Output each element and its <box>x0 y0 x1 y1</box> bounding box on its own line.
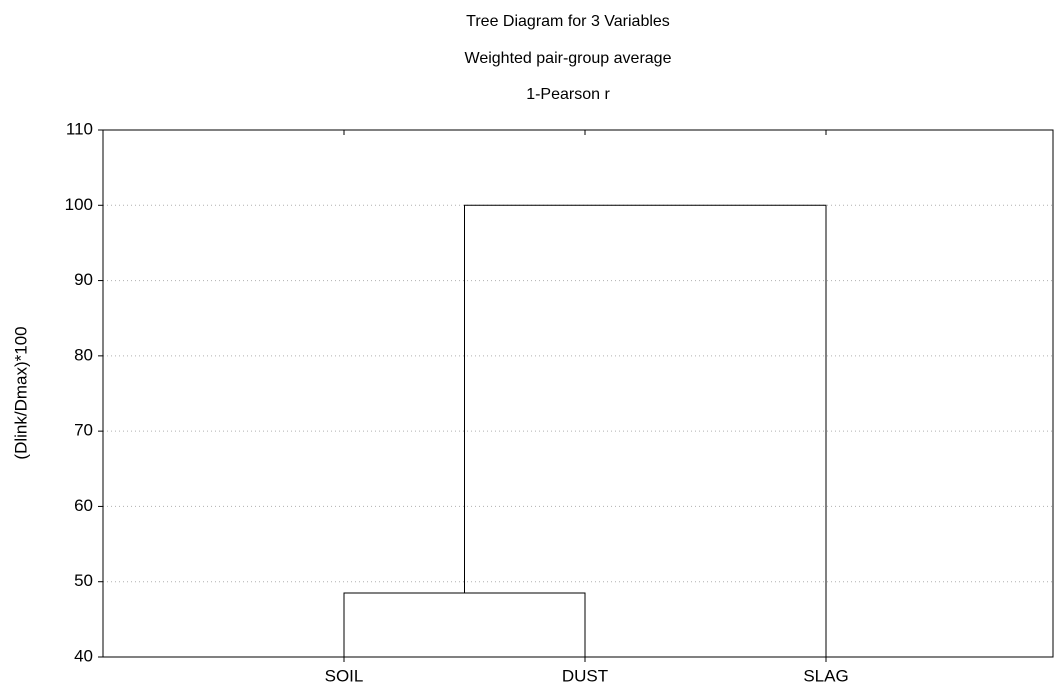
dendrogram-link <box>464 204 827 657</box>
x-tick-label: DUST <box>562 666 608 685</box>
chart-subtitle: 1-Pearson r <box>526 86 610 103</box>
x-tick-label: SLAG <box>803 666 848 685</box>
x-tick-label: SOIL <box>325 666 364 685</box>
plot-frame <box>102 129 1054 658</box>
y-tick-label: 50 <box>74 571 93 590</box>
y-tick-label: 80 <box>74 345 93 364</box>
chart-subtitle: Weighted pair-group average <box>465 50 672 67</box>
y-tick-label: 60 <box>74 496 93 515</box>
y-tick-label: 100 <box>65 195 93 214</box>
chart-title: Tree Diagram for 3 Variables <box>466 13 670 30</box>
y-tick-label: 70 <box>74 421 93 440</box>
dendrogram-link <box>343 592 586 657</box>
y-axis-label: (Dlink/Dmax)*100 <box>11 326 30 459</box>
y-tick-label: 40 <box>74 646 93 665</box>
y-tick-label: 90 <box>74 270 93 289</box>
y-tick-label: 110 <box>66 119 93 138</box>
